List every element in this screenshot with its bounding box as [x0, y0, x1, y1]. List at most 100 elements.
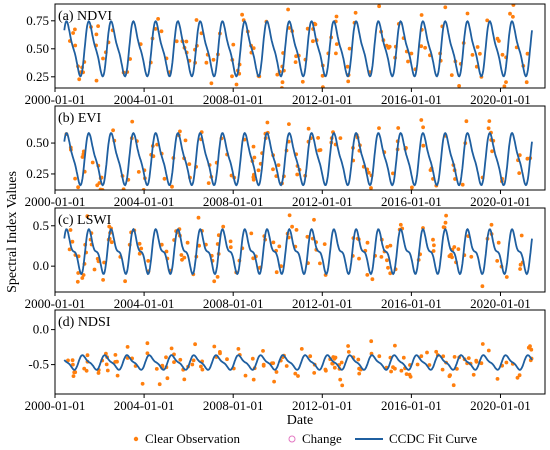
observation-point [140, 381, 145, 386]
observation-point [170, 184, 174, 189]
observation-point [185, 240, 190, 245]
x-tick-label: 2008-01-01 [203, 398, 264, 413]
observation-point [495, 377, 500, 381]
observation-point [211, 57, 216, 62]
observation-point [456, 247, 461, 252]
observation-point [111, 128, 115, 133]
observation-point [306, 126, 311, 131]
observation-point [113, 360, 118, 364]
observation-point [240, 12, 245, 17]
observation-point [67, 247, 72, 252]
observation-point [353, 10, 358, 15]
observation-point [391, 365, 395, 370]
observation-point [338, 377, 343, 382]
observation-point [98, 187, 103, 190]
observation-point [145, 351, 150, 356]
observation-point [305, 234, 310, 239]
observation-point [447, 254, 452, 259]
observation-point [365, 273, 370, 277]
observation-point [334, 51, 338, 56]
observation-point [200, 367, 205, 372]
observation-point [357, 256, 361, 261]
observation-point [460, 182, 465, 187]
observation-point [156, 17, 161, 21]
observation-point [295, 172, 300, 177]
observation-point [287, 122, 291, 126]
observation-point [470, 53, 475, 57]
y-tick-label: 0.50 [26, 41, 49, 56]
x-tick-label: 2020-01-01 [470, 194, 531, 209]
observation-point [317, 148, 321, 153]
observation-point [275, 72, 280, 77]
observation-point [84, 368, 89, 373]
observation-point [338, 136, 343, 141]
observation-point [518, 262, 523, 267]
legend-ccdc-label: CCDC Fit Curve [389, 431, 477, 446]
observation-point [399, 368, 404, 373]
observation-point [490, 149, 494, 154]
observation-point [190, 362, 195, 367]
observation-point [419, 118, 424, 122]
observation-point [421, 143, 426, 148]
observation-point [139, 246, 144, 251]
observation-point [194, 18, 199, 22]
observation-point [94, 32, 99, 37]
observation-point [432, 243, 436, 248]
x-tick-label: 2012-01-01 [292, 92, 353, 107]
observation-point [444, 213, 448, 218]
x-tick-label: 2008-01-01 [203, 296, 264, 311]
observation-point [486, 348, 491, 353]
observation-point [377, 126, 381, 130]
observation-point [157, 382, 162, 387]
observation-point [75, 279, 80, 284]
observation-point [178, 357, 183, 362]
panel-2-plot-area [63, 118, 533, 190]
observation-point [271, 240, 276, 245]
observation-point [384, 43, 389, 48]
y-tick-label: 0.0 [33, 258, 49, 273]
observation-point [172, 360, 176, 364]
observation-point [427, 363, 432, 367]
observation-point [221, 224, 226, 229]
y-tick-label: 0.0 [33, 322, 49, 337]
observation-point [70, 358, 75, 363]
observation-point [261, 349, 265, 353]
observation-point [387, 44, 392, 49]
observation-point [94, 78, 99, 83]
observation-point [236, 347, 241, 351]
observation-point [180, 257, 184, 262]
legend: Clear Observation Change CCDC Fit Curve [133, 431, 477, 446]
x-tick-label: 2000-01-01 [25, 92, 86, 107]
observation-point [525, 156, 530, 161]
observation-point [496, 240, 501, 245]
observation-point [71, 362, 75, 367]
observation-point [508, 11, 512, 16]
observation-point [228, 245, 233, 250]
observation-point [123, 279, 127, 284]
observation-point [346, 350, 351, 354]
observation-point [250, 356, 255, 361]
observation-point [474, 359, 479, 364]
observation-point [347, 46, 352, 51]
observation-point [251, 46, 256, 50]
x-tick-label: 2016-01-01 [381, 398, 442, 413]
panel-label: (a) NDVI [58, 9, 112, 24]
observation-point [419, 13, 424, 17]
observation-point [321, 85, 325, 88]
observation-point [272, 379, 276, 384]
observation-point [183, 138, 188, 143]
x-tick-label: 2004-01-01 [114, 194, 175, 209]
observation-point [519, 233, 524, 238]
observation-point [451, 383, 456, 388]
x-tick-label: 2000-01-01 [25, 194, 86, 209]
x-tick-label: 2004-01-01 [114, 296, 175, 311]
observation-point [77, 77, 82, 82]
observation-point [469, 254, 474, 259]
observation-point [191, 358, 196, 363]
observation-point [385, 245, 390, 249]
x-tick-label: 2016-01-01 [381, 194, 442, 209]
observation-point [308, 354, 313, 359]
y-tick-label: 0.50 [26, 135, 49, 150]
observation-point [434, 349, 439, 354]
panel-frame [54, 207, 546, 293]
